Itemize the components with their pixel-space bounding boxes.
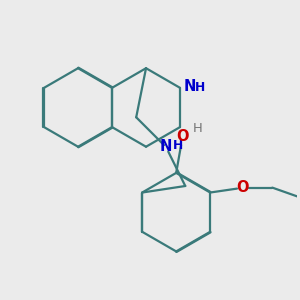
Text: O: O: [237, 180, 249, 195]
Text: H: H: [195, 81, 205, 94]
Text: N: N: [160, 139, 172, 154]
Text: O: O: [176, 129, 189, 144]
Text: H: H: [193, 122, 202, 135]
Text: N: N: [184, 79, 196, 94]
Text: H: H: [173, 139, 183, 152]
